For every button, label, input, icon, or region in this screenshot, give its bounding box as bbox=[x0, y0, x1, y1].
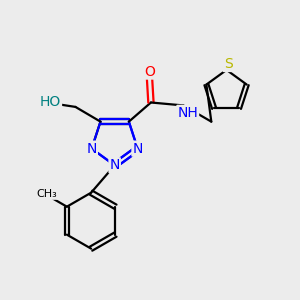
Text: N: N bbox=[132, 142, 143, 156]
Text: NH: NH bbox=[177, 106, 198, 120]
Text: HO: HO bbox=[40, 95, 61, 110]
Text: S: S bbox=[224, 57, 233, 71]
Text: O: O bbox=[144, 64, 155, 79]
Text: N: N bbox=[110, 158, 120, 172]
Text: N: N bbox=[86, 142, 97, 156]
Text: CH₃: CH₃ bbox=[37, 189, 57, 199]
